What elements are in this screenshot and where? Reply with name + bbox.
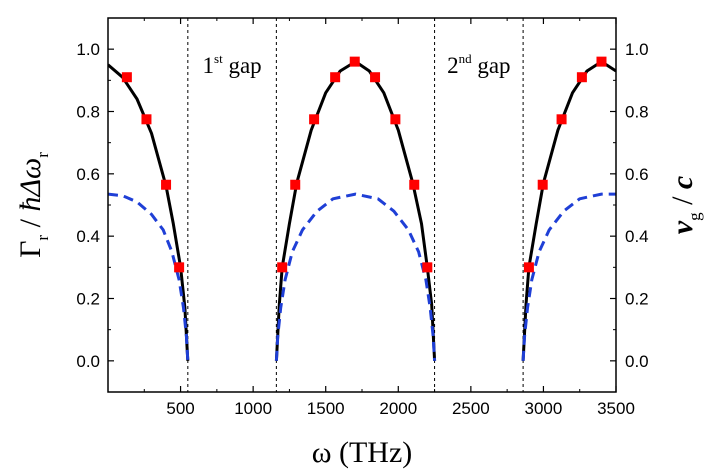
ticks-layer: [108, 18, 617, 392]
data-point-marker: [330, 72, 341, 83]
y-left-tick-label: 0.0: [76, 352, 100, 371]
group-velocity-curve: [108, 192, 190, 361]
y-left-axis-title: Γr / ħΔωr: [14, 152, 52, 258]
y-right-axis-title: vg / c: [666, 176, 704, 235]
data-point-marker: [290, 179, 301, 190]
x-tick-label: 2000: [379, 399, 417, 418]
y-left-tick-label: 0.6: [76, 165, 100, 184]
data-point-marker: [161, 179, 172, 190]
series-layer: [108, 60, 616, 361]
gap-label: 1st gap: [203, 51, 262, 78]
marker-layer: [121, 56, 607, 273]
group-velocity-curve: [274, 192, 437, 361]
data-point-marker: [121, 72, 132, 83]
y-right-tick-label: 1.0: [625, 40, 649, 59]
x-tick-label: 3500: [597, 399, 635, 418]
y-left-tick-label: 1.0: [76, 40, 100, 59]
data-point-marker: [576, 72, 587, 83]
x-tick-label: 500: [166, 399, 194, 418]
labels-layer: 500 1000 1500 2000 2500 3000 3500 0.0 0.0 0.2 0.2 0…: [14, 40, 704, 469]
radiative-rate-curve: [274, 60, 437, 361]
data-point-marker: [422, 262, 433, 273]
data-point-marker: [370, 72, 381, 83]
y-right-tick-label: 0.0: [625, 352, 649, 371]
y-right-tick-label: 0.4: [625, 227, 649, 246]
x-tick-label: 1500: [307, 399, 345, 418]
y-right-axis-title-group: vg / cvg / c: [666, 176, 704, 235]
data-point-marker: [596, 56, 607, 67]
y-left-tick-label: 0.4: [76, 227, 100, 246]
radiative-rate-curve: [108, 63, 190, 361]
y-left-axis-title-group: Γr / ħΔωrΓr / ħΔωr: [14, 152, 52, 258]
data-point-marker: [277, 262, 288, 273]
gap-label: 2nd gap: [447, 51, 510, 78]
data-point-marker: [174, 262, 185, 273]
y-right-tick-label: 0.8: [625, 103, 649, 122]
data-point-marker: [556, 114, 567, 125]
x-tick-label: 1000: [234, 399, 272, 418]
y-right-tick-label: 0.2: [625, 290, 649, 309]
data-point-marker: [349, 56, 360, 67]
y-left-tick-label: 0.2: [76, 290, 100, 309]
x-tick-label: 2500: [452, 399, 490, 418]
group-velocity-curve: [521, 192, 616, 361]
data-point-marker: [390, 114, 401, 125]
data-point-marker: [537, 179, 548, 190]
x-axis-title: ω (THz): [312, 436, 413, 469]
gap-lines: [187, 18, 524, 392]
y-left-tick-label: 0.8: [76, 103, 100, 122]
data-point-marker: [523, 262, 534, 273]
data-point-marker: [141, 114, 152, 125]
y-right-tick-label: 0.6: [625, 165, 649, 184]
data-point-marker: [309, 114, 320, 125]
data-point-marker: [409, 179, 420, 190]
radiative-rate-curve: [521, 60, 616, 361]
x-tick-label: 3000: [525, 399, 563, 418]
